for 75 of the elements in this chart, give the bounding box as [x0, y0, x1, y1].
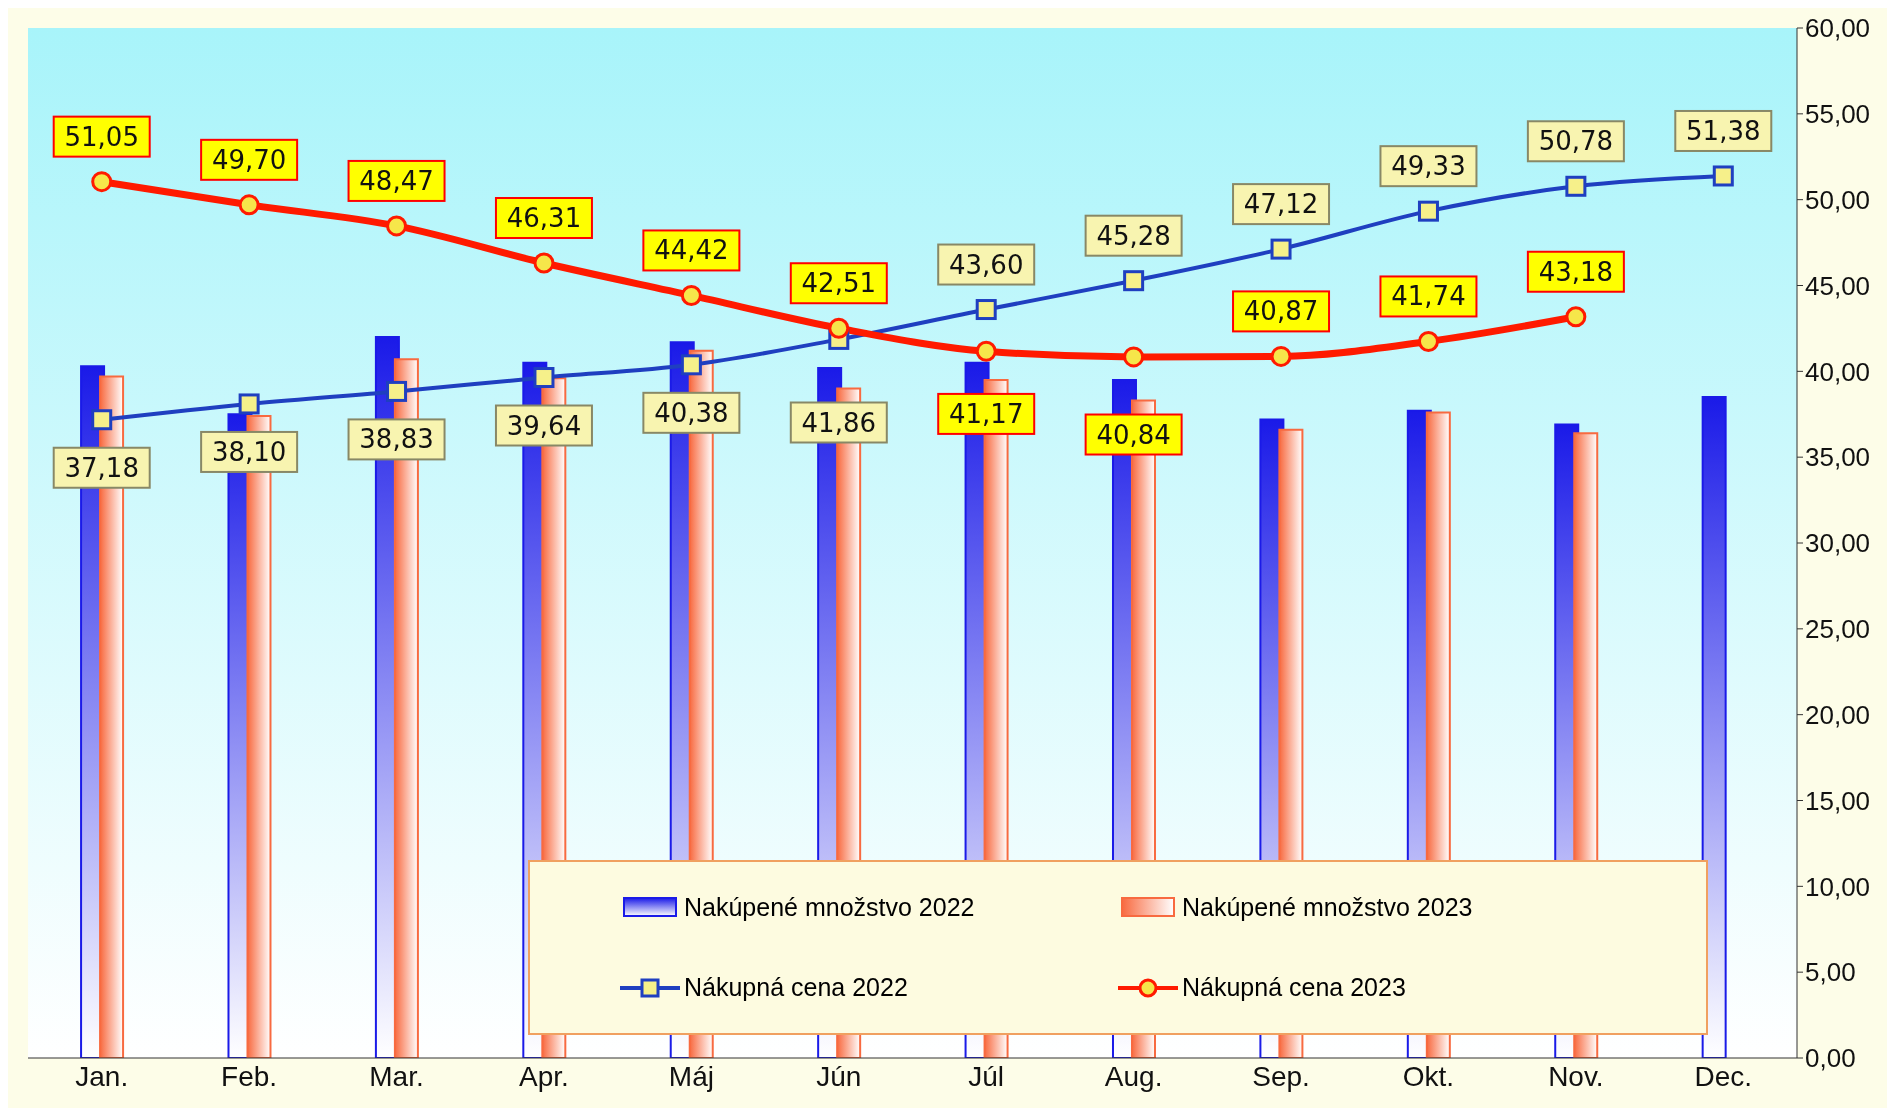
point [1712, 165, 1734, 187]
point [533, 367, 555, 389]
point [1565, 306, 1587, 328]
point [1270, 238, 1292, 260]
x-tick-label: Júl [968, 1060, 1005, 1092]
y2-tick-label: 35,00 [1805, 442, 1871, 473]
data-label: 41,17 [948, 398, 1024, 429]
point [828, 317, 850, 339]
y2-tick-label: 40,00 [1805, 356, 1871, 387]
y2-tick-label: 0,00 [1805, 1043, 1856, 1074]
x-tick-label: Feb. [221, 1060, 278, 1092]
y2-tick-label: 50,00 [1805, 184, 1871, 215]
point [386, 380, 408, 402]
point [238, 194, 260, 216]
x-tick-label: Jan. [75, 1060, 129, 1092]
x-tick-label: Máj [668, 1060, 714, 1092]
data-label: 43,18 [1538, 256, 1614, 287]
data-label: 41,74 [1391, 281, 1466, 312]
data-label: 45,28 [1096, 220, 1171, 251]
point [1123, 270, 1145, 292]
data-label: 40,84 [1096, 419, 1171, 450]
y2-tick-label: 60,00 [1805, 13, 1871, 44]
data-label: 38,10 [211, 436, 287, 467]
x-tick-label: Nov. [1548, 1060, 1604, 1092]
data-label: 44,42 [654, 235, 729, 266]
point [238, 393, 260, 415]
bar [1701, 396, 1727, 1058]
data-label: 49,70 [211, 144, 287, 175]
data-label: 43,60 [948, 249, 1024, 280]
data-label: 39,64 [506, 410, 582, 441]
x-tick-label: Okt. [1402, 1060, 1455, 1092]
data-label: 50,78 [1538, 126, 1614, 157]
point [1417, 330, 1439, 352]
x-tick-label: Sep. [1252, 1060, 1310, 1092]
x-tick-label: Mar. [369, 1060, 424, 1092]
point [1123, 346, 1145, 368]
point [386, 215, 408, 237]
data-label: 40,38 [654, 397, 729, 428]
y2-tick-label: 45,00 [1805, 270, 1871, 301]
x-tick-label: Apr. [519, 1060, 569, 1092]
x-tick-label: Jún [816, 1060, 862, 1092]
y2-tick-label: 5,00 [1805, 957, 1856, 988]
legend-label: Nákupná cena 2023 [1182, 973, 1406, 1003]
point [1417, 200, 1439, 222]
data-label: 48,47 [359, 165, 434, 196]
point [1270, 345, 1292, 367]
point [680, 284, 702, 306]
point [975, 340, 997, 362]
legend-label: Nakúpené množstvo 2022 [684, 892, 975, 922]
legend-label: Nakúpené množstvo 2023 [1182, 892, 1473, 922]
point [1565, 175, 1587, 197]
data-label: 46,31 [506, 203, 582, 234]
y2-tick-label: 25,00 [1805, 614, 1871, 645]
data-label: 41,86 [801, 407, 877, 438]
data-label: 42,51 [801, 268, 877, 299]
point [680, 354, 702, 376]
point [91, 171, 113, 193]
y2-tick-label: 55,00 [1805, 99, 1871, 130]
x-tick-label: Dec. [1694, 1060, 1753, 1092]
data-label: 49,33 [1391, 151, 1466, 182]
data-label: 40,87 [1243, 296, 1319, 327]
y2-tick-label: 30,00 [1805, 528, 1871, 559]
point [91, 409, 113, 431]
point [975, 299, 997, 321]
data-label: 51,38 [1686, 115, 1761, 146]
x-tick-label: Aug. [1104, 1060, 1163, 1092]
data-label: 47,12 [1243, 189, 1319, 220]
data-label: 37,18 [64, 452, 139, 483]
legend-label: Nákupná cena 2022 [684, 973, 908, 1003]
point [533, 252, 555, 274]
y2-tick-label: 20,00 [1805, 699, 1871, 730]
y2-tick-label: 15,00 [1805, 785, 1871, 816]
data-label: 38,83 [359, 424, 434, 455]
data-label: 51,05 [64, 121, 139, 152]
y2-tick-label: 10,00 [1805, 871, 1871, 902]
